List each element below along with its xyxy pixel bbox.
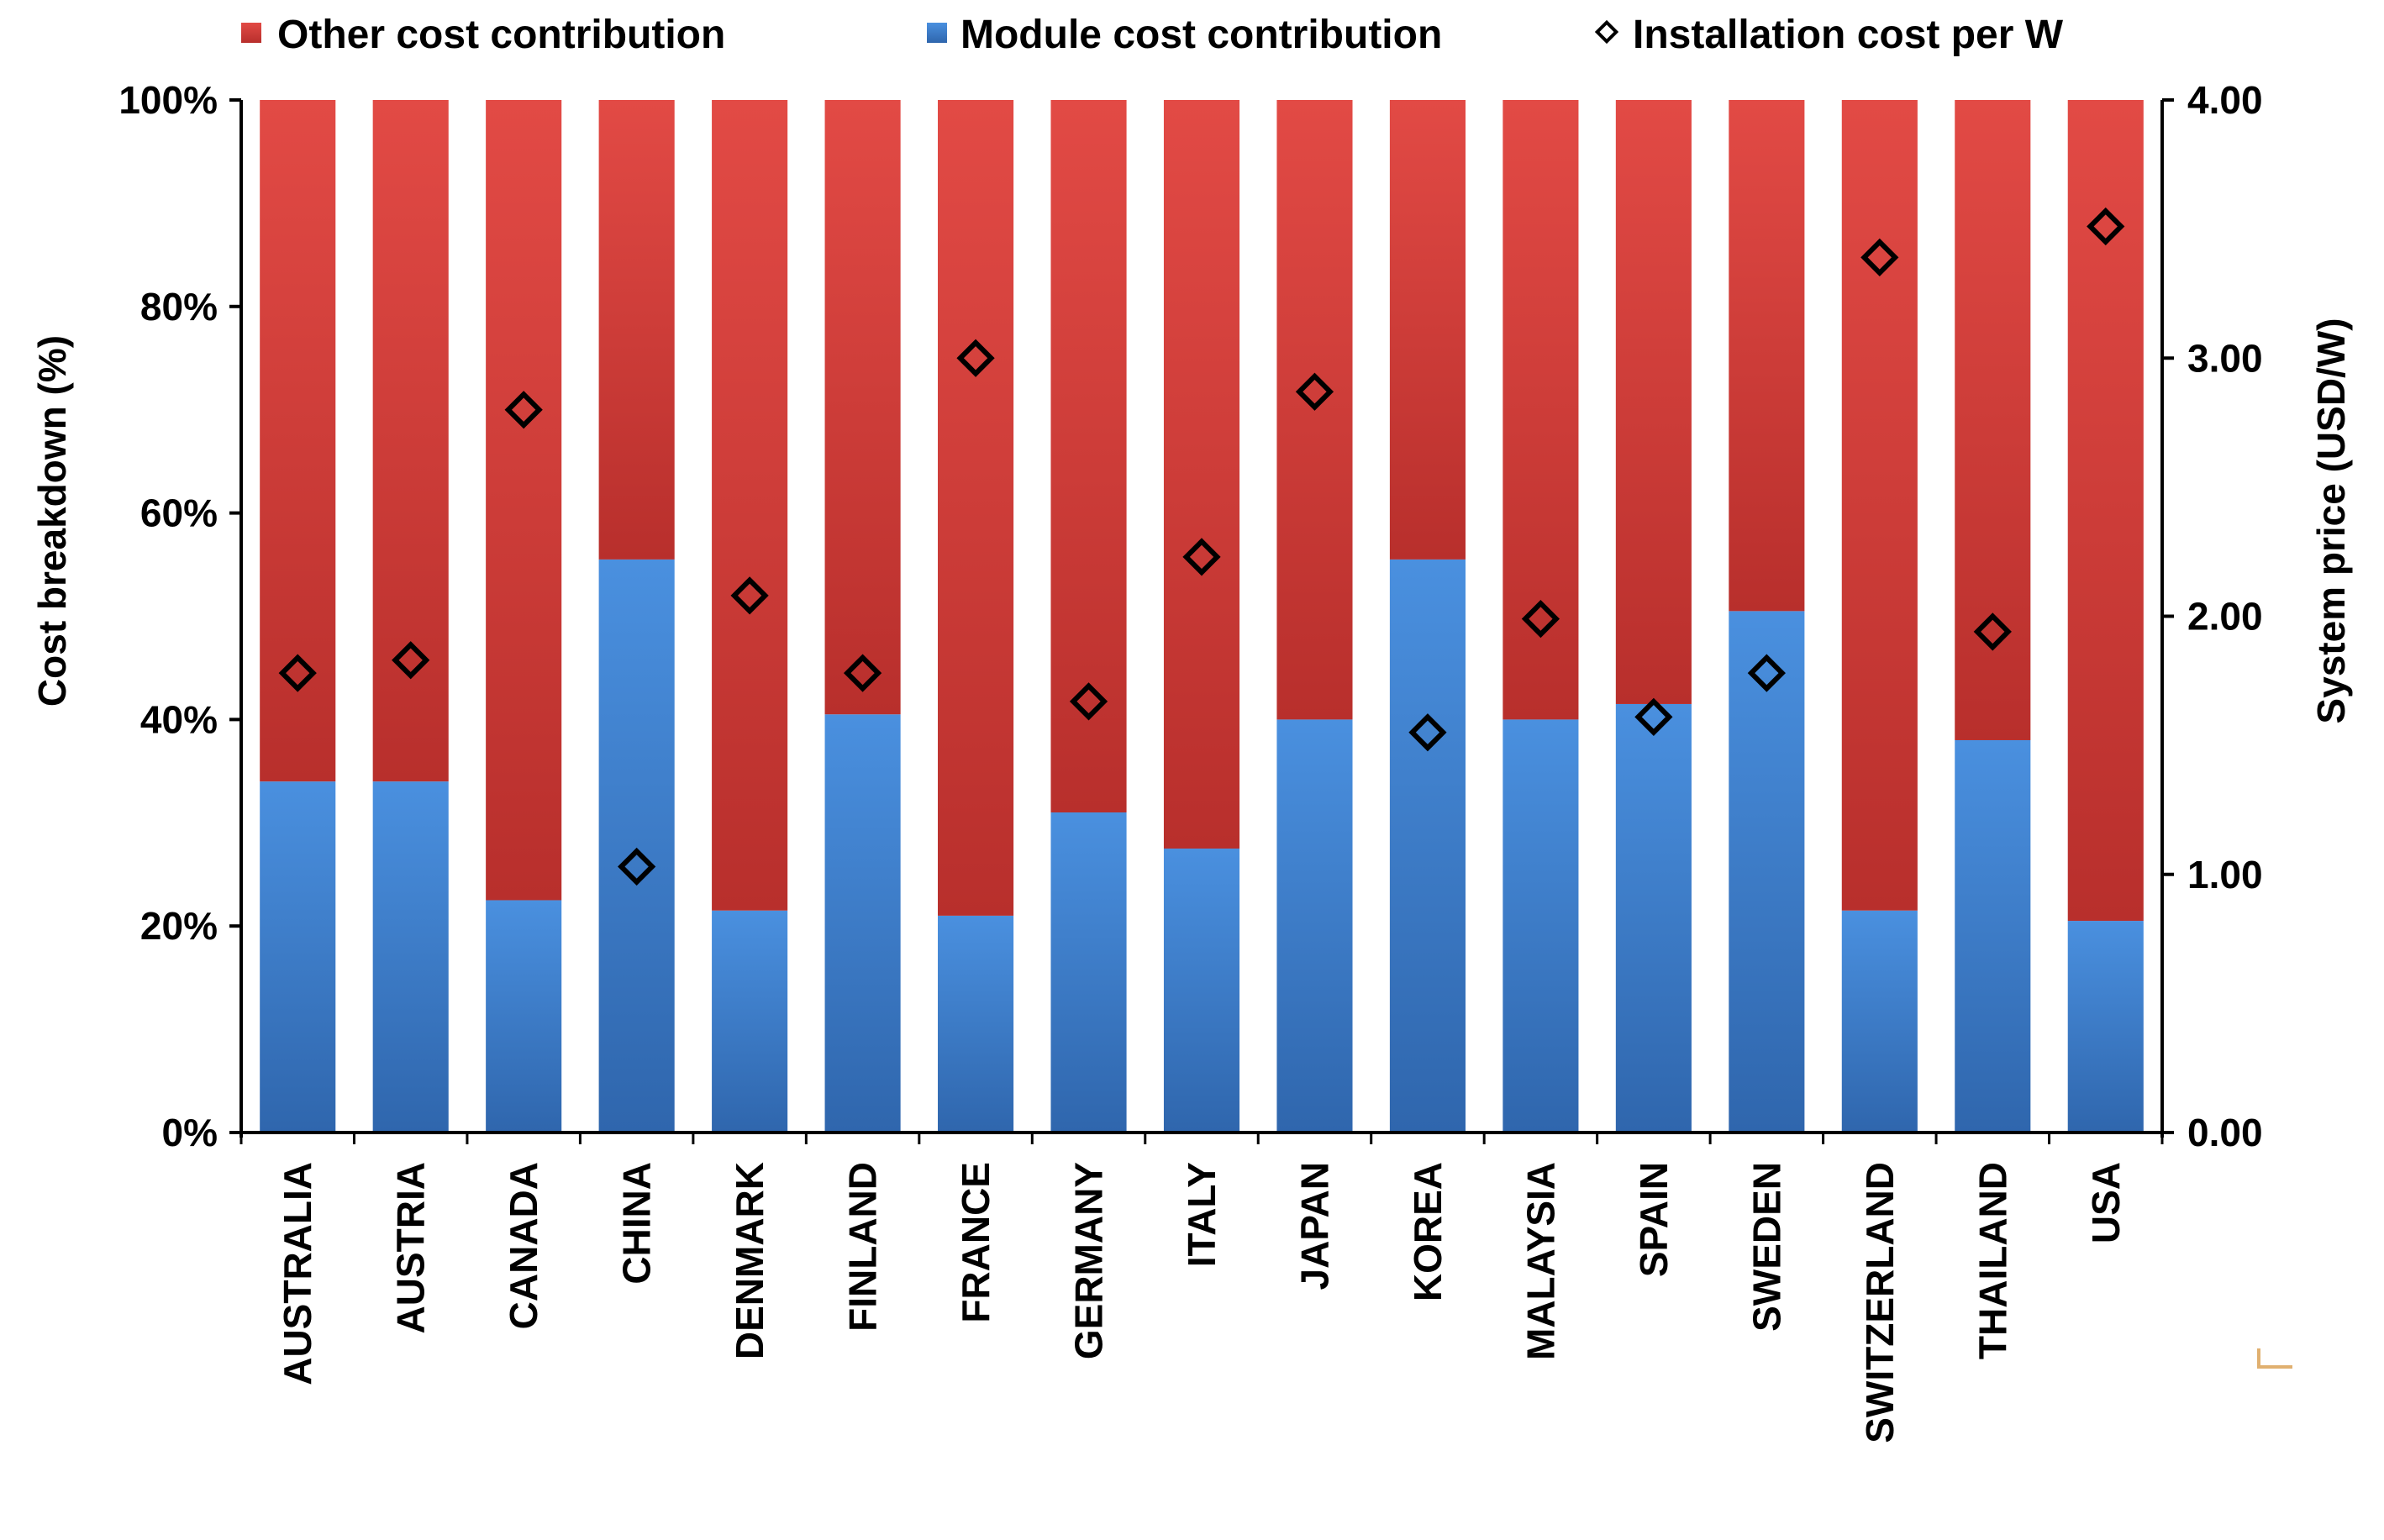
bar-other [1841, 100, 1918, 911]
y-tick-label: 40% [140, 697, 218, 741]
x-tick-label: JAPAN [1292, 1162, 1336, 1290]
bar-module [260, 781, 336, 1133]
bar-module [1276, 719, 1353, 1133]
bar-module [598, 559, 675, 1133]
installation-marker [1747, 654, 1786, 692]
bar-other [372, 100, 449, 782]
bar-module [372, 781, 449, 1133]
installation-marker [2087, 207, 2125, 246]
y2-tick-label: 1.00 [2187, 853, 2263, 896]
legend-swatch-module [927, 23, 947, 43]
installation-marker [392, 641, 430, 680]
legend: Other cost contribution Module cost cont… [241, 13, 2064, 57]
x-tick-label: FRANCE [954, 1162, 997, 1323]
installation-marker [1634, 697, 1673, 736]
axes-layer [229, 98, 2174, 1144]
bar-other [712, 100, 788, 911]
bar-other [1389, 100, 1466, 560]
bar-module [486, 900, 562, 1133]
bar-module [938, 915, 1014, 1133]
bar-other [598, 100, 675, 560]
label-layer: AUSTRALIA AUSTRIA CANADA CHINA DENMARK FINLAN… [118, 78, 2262, 1443]
x-tick-label: MALAYSIA [1518, 1162, 1562, 1360]
y-tick-label: 0% [162, 1111, 218, 1154]
legend-diamond-icon [1594, 19, 1619, 45]
bar-module [824, 714, 901, 1133]
bar-module [2067, 921, 2144, 1133]
installation-marker [618, 847, 656, 886]
bar-module [1955, 739, 2031, 1133]
x-tick-label: THAILAND [1971, 1162, 2014, 1359]
y-tick-label: 60% [140, 491, 218, 535]
legend-label-module: Module cost contribution [960, 13, 1442, 57]
x-tick-label: AUSTRALIA [276, 1162, 319, 1385]
installation-marker [1860, 238, 1899, 277]
installation-marker [278, 654, 317, 692]
installation-marker [1408, 713, 1447, 752]
bar-layer [260, 100, 2144, 1133]
bar-other [1955, 100, 2031, 740]
bar-other [486, 100, 562, 901]
y-axis-title: Cost breakdown (%) [30, 335, 74, 707]
y-tick-label: 100% [118, 78, 218, 122]
bar-other [1163, 100, 1240, 849]
bar-module [1729, 611, 1805, 1133]
bar-other [2067, 100, 2144, 922]
bar-module [1389, 559, 1466, 1133]
y2-tick-label: 0.00 [2187, 1111, 2263, 1154]
y2-axis-title: System price (USD/W) [2309, 318, 2353, 723]
bar-other [938, 100, 1014, 916]
x-tick-label: USA [2084, 1162, 2128, 1243]
installation-marker [843, 654, 882, 692]
y2-tick-label: 2.00 [2187, 595, 2263, 639]
y2-tick-label: 4.00 [2187, 78, 2263, 122]
x-tick-label: FINLAND [841, 1162, 885, 1332]
x-tick-label: SWITZERLAND [1858, 1162, 1902, 1443]
x-tick-label: CHINA [615, 1162, 659, 1285]
x-tick-label: CANADA [502, 1162, 545, 1329]
bar-module [1615, 703, 1692, 1133]
legend-label-installation: Installation cost per W [1633, 13, 2064, 57]
y2-tick-label: 3.00 [2187, 336, 2263, 380]
bar-other [1502, 100, 1579, 720]
marker-layer [278, 207, 2125, 886]
bar-other [260, 100, 336, 782]
x-tick-label: SPAIN [1632, 1162, 1676, 1277]
installation-marker [1295, 372, 1334, 411]
y-tick-label: 80% [140, 285, 218, 328]
x-tick-label: DENMARK [728, 1162, 771, 1359]
bar-other [1050, 100, 1127, 813]
bar-module [1163, 849, 1240, 1133]
installation-marker [1069, 682, 1108, 721]
installation-marker [1521, 599, 1560, 639]
installation-marker [1182, 538, 1221, 576]
installation-marker [956, 339, 995, 377]
bar-other [824, 100, 901, 715]
installation-marker [730, 576, 769, 615]
bar-module [712, 910, 788, 1133]
y-tick-label: 20% [140, 904, 218, 948]
bar-module [1502, 719, 1579, 1133]
bar-other [1615, 100, 1692, 704]
legend-swatch-other [241, 23, 261, 43]
installation-marker [1973, 612, 2012, 651]
corner-mark [2257, 1348, 2292, 1369]
x-tick-label: GERMANY [1067, 1162, 1111, 1359]
bar-module [1841, 910, 1918, 1133]
x-tick-label: KOREA [1406, 1162, 1450, 1301]
legend-label-other: Other cost contribution [277, 13, 725, 57]
x-tick-label: AUSTRIA [389, 1162, 433, 1333]
x-tick-label: ITALY [1180, 1162, 1224, 1267]
installation-marker [504, 391, 543, 429]
bar-other [1729, 100, 1805, 612]
bar-module [1050, 812, 1127, 1133]
x-tick-label: SWEDEN [1745, 1162, 1788, 1332]
